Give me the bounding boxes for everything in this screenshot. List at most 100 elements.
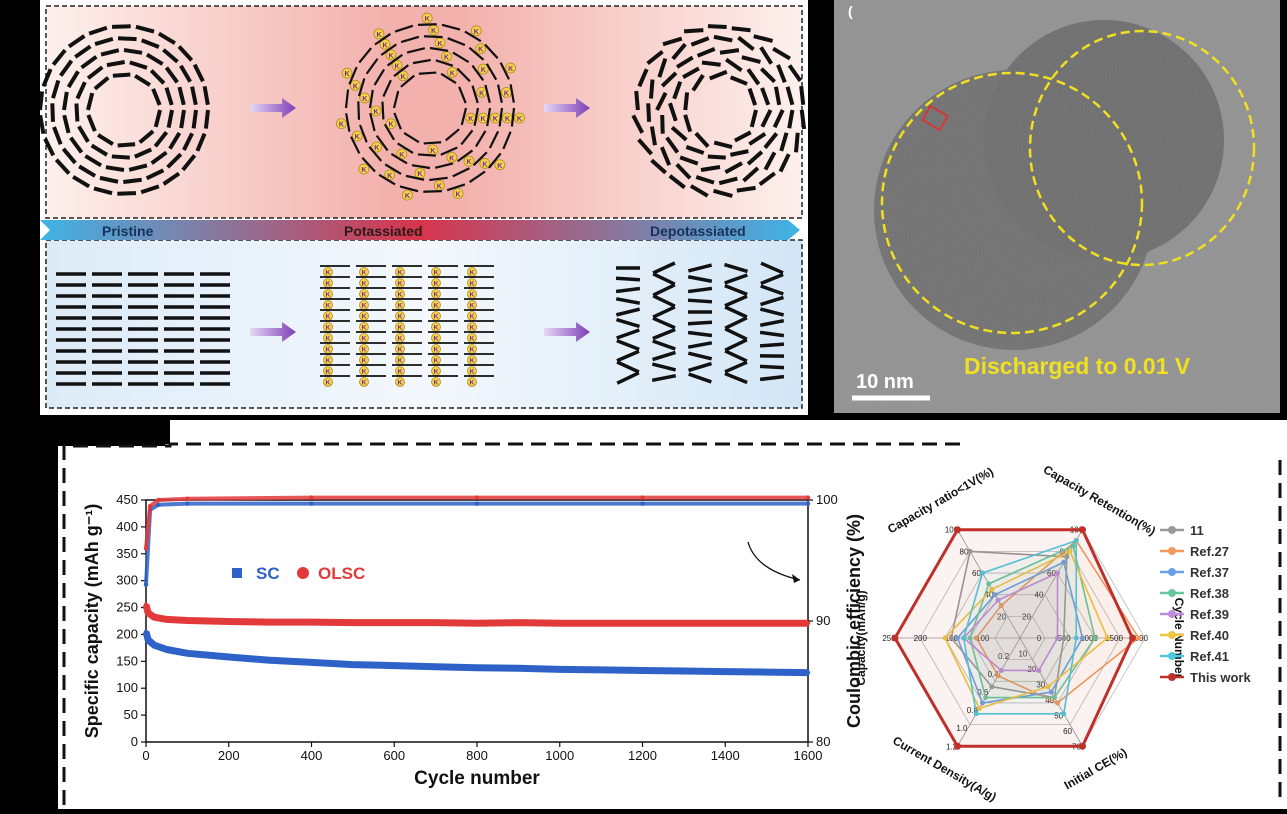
radar-legend-marker — [1168, 652, 1176, 660]
potassium-label: K — [430, 148, 435, 155]
data-point — [516, 666, 520, 670]
data-point — [475, 495, 479, 499]
potassium-label: K — [326, 270, 331, 277]
radar-legend-marker — [1168, 610, 1176, 618]
carbon-layer-segment — [382, 102, 383, 120]
potassium-label: K — [434, 380, 439, 387]
data-point — [268, 658, 272, 662]
potassium-label: K — [355, 134, 360, 141]
y-tick-label: 50 — [124, 707, 138, 722]
potassium-label: K — [497, 163, 502, 170]
carbon-layer-segment — [648, 103, 649, 122]
data-point — [764, 670, 768, 674]
potassium-label: K — [362, 358, 367, 365]
radar-axis-label: Capacity(mAh/g) — [854, 590, 868, 685]
radar-legend-marker — [1168, 547, 1176, 555]
data-point — [309, 495, 313, 499]
radar-legend-marker — [1168, 568, 1176, 576]
y-tick-label: 350 — [116, 546, 138, 561]
x-tick-label: 1600 — [794, 748, 823, 763]
potassium-label: K — [398, 325, 403, 332]
radar-legend-marker — [1168, 526, 1176, 534]
legend-marker-olsc — [297, 567, 309, 579]
y2-tick-label: 90 — [816, 613, 830, 628]
potassium-label: K — [398, 358, 403, 365]
carbon-layer-segment — [112, 26, 131, 27]
potassium-label: K — [470, 325, 475, 332]
data-point — [682, 621, 686, 625]
data-point — [640, 668, 644, 672]
carbon-layer-segment — [418, 154, 436, 155]
data-point — [227, 619, 231, 623]
potassium-label: K — [479, 90, 484, 97]
data-point — [152, 615, 156, 619]
carbon-layer-segment — [194, 110, 196, 128]
carbon-layer-segment — [112, 156, 130, 157]
data-point — [144, 583, 148, 587]
x-tick-label: 0 — [142, 748, 149, 763]
carbon-layer-segment — [418, 24, 437, 25]
potassium-label: K — [470, 303, 475, 310]
data-point — [185, 497, 189, 501]
data-point — [164, 647, 168, 651]
y-tick-label: 400 — [116, 519, 138, 534]
potassium-label: K — [437, 183, 442, 190]
potassium-label: K — [434, 325, 439, 332]
carbon-layer-segment — [64, 92, 67, 110]
data-point — [309, 501, 313, 505]
potassium-label: K — [434, 358, 439, 365]
data-point — [806, 501, 810, 505]
potassium-label: K — [398, 369, 403, 376]
potassium-label: K — [470, 380, 475, 387]
potassium-label: K — [362, 281, 367, 288]
potassium-label: K — [493, 116, 498, 123]
legend-marker-sc — [232, 568, 242, 578]
potassium-label: K — [508, 66, 513, 73]
data-point — [723, 621, 727, 625]
carbon-layer-segment — [106, 167, 124, 170]
potassium-label: K — [449, 155, 454, 162]
data-point — [433, 665, 437, 669]
data-point — [152, 643, 156, 647]
panel-letter: ( — [848, 3, 853, 19]
carbon-layer-segment — [802, 110, 804, 129]
data-point — [392, 663, 396, 667]
carbon-layer-segment — [118, 38, 137, 39]
potassium-label: K — [398, 292, 403, 299]
potassium-label: K — [398, 281, 403, 288]
carbon-layer-segment — [685, 92, 687, 110]
potassium-label: K — [470, 336, 475, 343]
x-tick-label: 200 — [218, 748, 240, 763]
potassium-label: K — [504, 90, 509, 97]
carbon-layer-segment — [40, 115, 43, 133]
radar-point — [892, 635, 899, 642]
data-point — [351, 620, 355, 624]
potassium-label: K — [481, 116, 486, 123]
carbon-layer-segment — [124, 50, 142, 53]
radar-legend-label: 11 — [1190, 523, 1204, 538]
data-point — [475, 666, 479, 670]
potassium-label: K — [450, 70, 455, 77]
y-tick-label: 100 — [116, 680, 138, 695]
potassium-label: K — [517, 116, 522, 123]
potassium-label: K — [470, 270, 475, 277]
data-point — [268, 620, 272, 624]
graphitic-layer — [616, 278, 640, 280]
potassium-label: K — [470, 369, 475, 376]
data-point — [475, 501, 479, 505]
carbon-layer-segment — [424, 142, 441, 143]
carbon-layer-segment — [206, 110, 208, 129]
carbon-layer-segment — [358, 101, 359, 120]
potassium-label: K — [434, 314, 439, 321]
carbon-layer-segment — [636, 91, 638, 110]
potassium-label: K — [398, 380, 403, 387]
potassium-label: K — [398, 314, 403, 321]
potassium-label: K — [362, 303, 367, 310]
data-point — [144, 630, 148, 634]
radar-point — [1129, 635, 1136, 642]
potassium-label: K — [456, 192, 461, 199]
potassium-label: K — [470, 347, 475, 354]
x-tick-label: 400 — [301, 748, 323, 763]
